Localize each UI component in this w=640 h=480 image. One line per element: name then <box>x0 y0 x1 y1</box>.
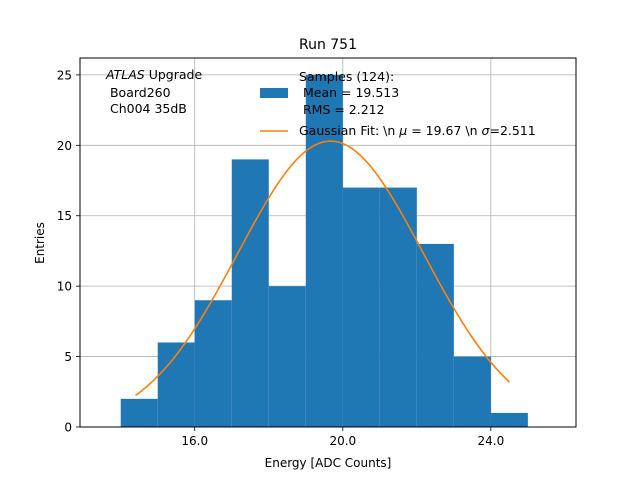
atlas-annotation: ATLAS Upgrade Board260 Ch004 35dB <box>105 67 202 116</box>
y-tick-label: 15 <box>57 209 72 223</box>
histogram-bar <box>305 74 343 428</box>
histogram-bars <box>120 74 528 428</box>
histogram-bar <box>342 187 380 427</box>
histogram-bar <box>268 286 306 427</box>
histogram-bar <box>416 243 454 427</box>
histogram-bar <box>231 159 269 427</box>
legend-fit-sigma-value: =2.511 <box>489 123 535 138</box>
x-axis-label: Energy [ADC Counts] <box>265 456 392 470</box>
legend-fit-prefix: Gaussian Fit: \n <box>299 123 399 138</box>
annotation-atlas: ATLAS <box>105 67 145 82</box>
legend-hist-label-line-2: Mean = 19.513 <box>299 85 399 100</box>
plot-frame <box>79 57 577 428</box>
gaussian-fit-curve <box>135 140 510 397</box>
y-tick-label: 10 <box>57 280 72 294</box>
y-tick-label: 0 <box>64 421 72 435</box>
legend-fit-mu-symbol: μ <box>398 123 407 138</box>
x-tick-label: 20.0 <box>329 434 356 448</box>
annotation-line-1: ATLAS Upgrade <box>105 67 202 82</box>
legend-hist-swatch <box>260 88 288 98</box>
histogram-bar <box>490 412 528 427</box>
legend-fit-sigma-symbol: σ <box>482 123 491 138</box>
histogram-bar <box>379 187 417 427</box>
annotation-board: Board260 <box>106 85 171 100</box>
legend-hist-label-line-3: RMS = 2.212 <box>299 102 385 117</box>
y-axis-label: Entries <box>33 222 47 264</box>
y-tick-label: 20 <box>57 139 72 153</box>
histogram-bar <box>157 342 195 427</box>
legend-hist-label-line-1: Samples (124): <box>299 69 394 84</box>
x-tick-label: 16.0 <box>181 434 208 448</box>
histogram-bar <box>120 398 158 427</box>
y-tick-label: 25 <box>57 68 72 82</box>
chart-title: Run 751 <box>299 37 357 53</box>
y-tick-label: 5 <box>64 350 72 364</box>
legend-fit-mu-value: = 19.67 \n <box>407 123 481 138</box>
x-tick-label: 24.0 <box>478 434 505 448</box>
annotation-upgrade: Upgrade <box>145 67 203 82</box>
legend-fit-label: Gaussian Fit: \n μ = 19.67 \n σ=2.511 <box>299 123 536 138</box>
legend: Samples (124): Mean = 19.513 RMS = 2.212… <box>260 69 536 138</box>
gaussian-fit-layer <box>135 140 510 397</box>
annotation-channel: Ch004 35dB <box>106 101 187 116</box>
histogram-bar <box>194 300 232 427</box>
axis-ticks: 16.0 20.0 24.0 0 5 10 15 20 25 <box>57 68 505 448</box>
histogram-bar <box>453 356 491 427</box>
